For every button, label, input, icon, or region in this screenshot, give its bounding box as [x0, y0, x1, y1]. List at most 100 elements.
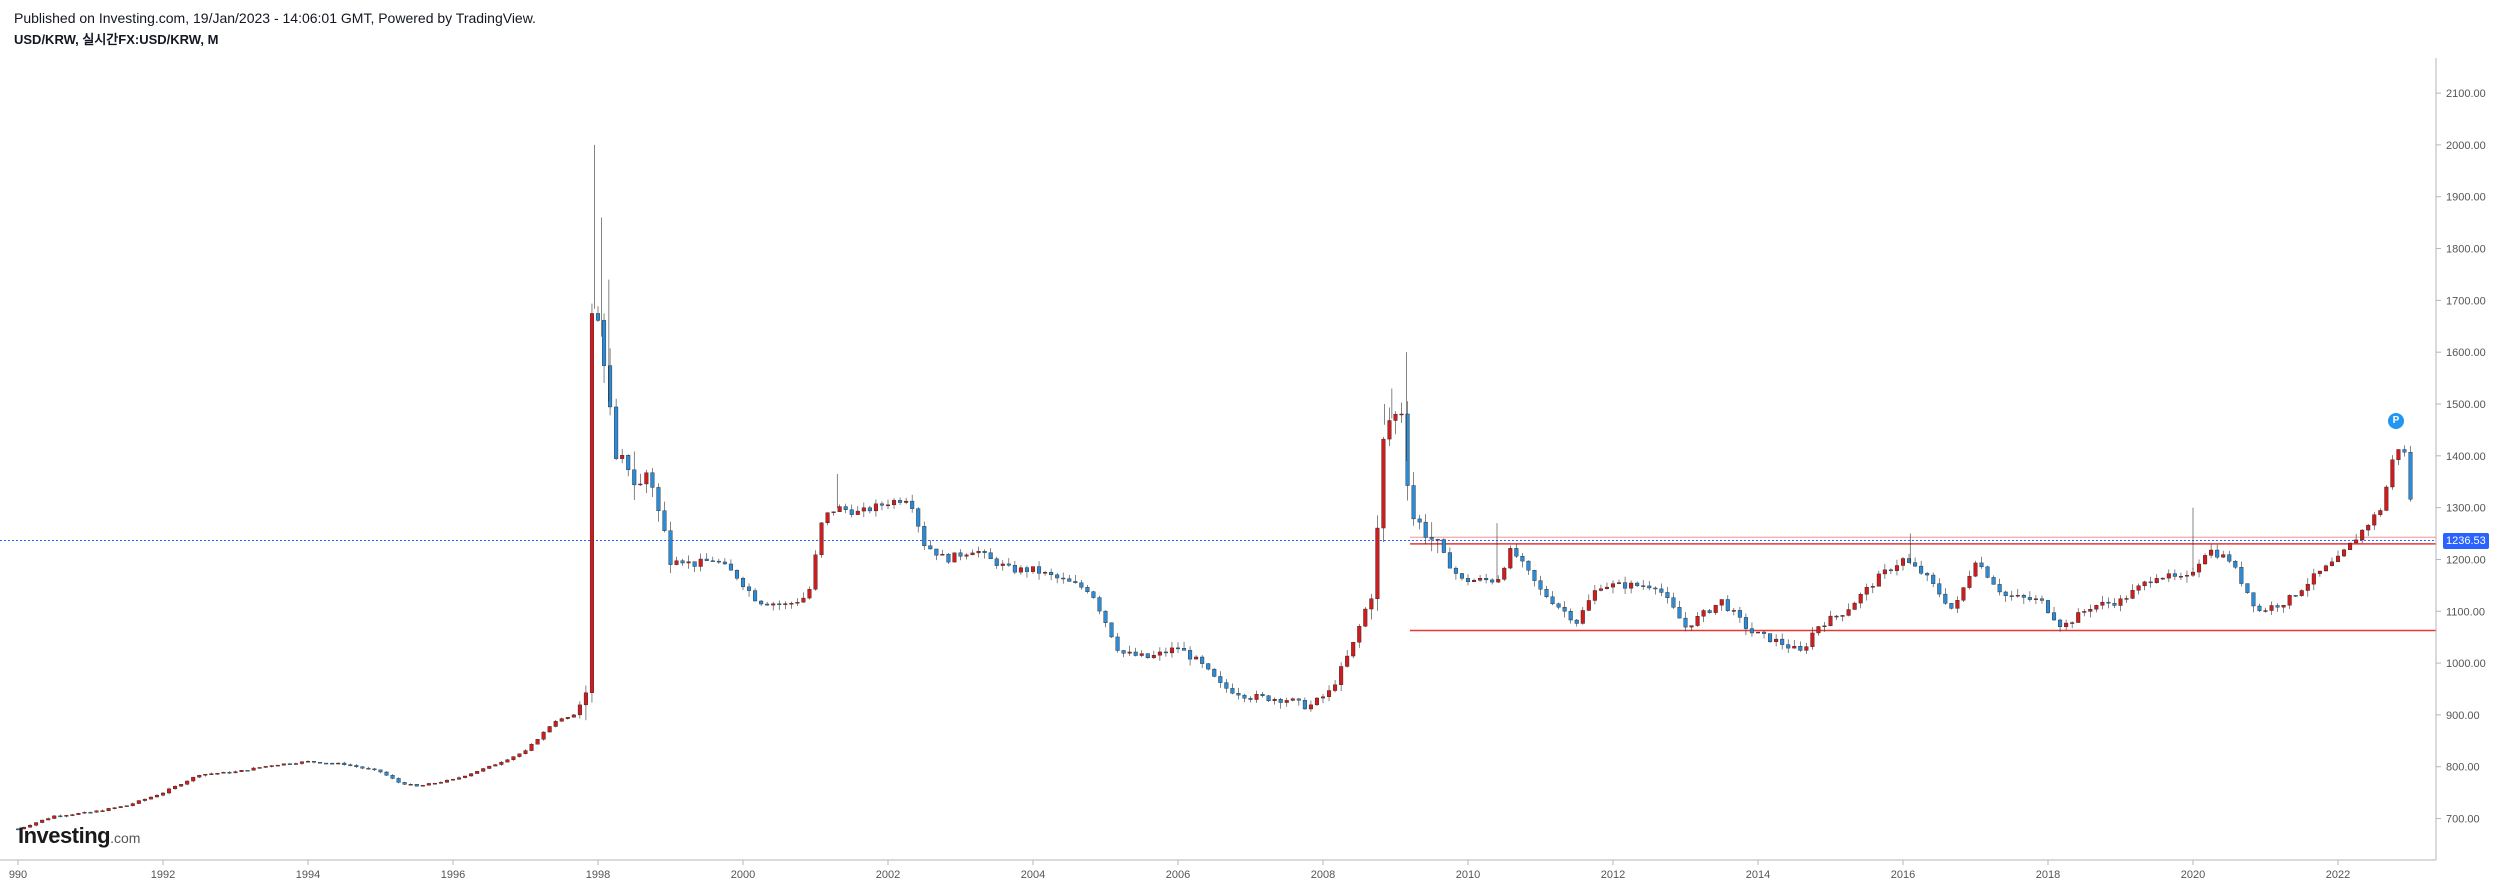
candle: [1538, 575, 1543, 596]
candle-body-up: [2372, 514, 2377, 526]
candle: [1405, 401, 1410, 501]
candle-body-down: [1212, 668, 1217, 677]
candle-body-down: [2039, 598, 2044, 601]
candle-body-up: [209, 773, 214, 775]
candle-body-up: [2015, 595, 2020, 597]
candle: [1780, 633, 1785, 650]
candle: [1544, 585, 1549, 599]
candle-body-down: [1762, 631, 1767, 634]
x-tick-label: 2012: [1601, 869, 1625, 881]
candle: [287, 763, 292, 765]
y-tick-label: 2000.00: [2446, 140, 2486, 152]
time-axis[interactable]: 990 1992 1994 1996 1998 2000 2002 2004 2006 2008 2…: [0, 859, 2436, 881]
candle-body-down: [1236, 693, 1241, 696]
candle-body-down: [1677, 607, 1682, 619]
candle-body-up: [185, 780, 190, 785]
candle: [1882, 563, 1887, 579]
candle-body-up: [1290, 698, 1295, 701]
candle: [2299, 589, 2304, 597]
x-tick-label: 1998: [586, 869, 610, 881]
candle-body-down: [994, 558, 999, 566]
candle-body-up: [1194, 656, 1199, 660]
candle-body-up: [2100, 601, 2105, 606]
candle-body-up: [547, 726, 552, 733]
candle: [2329, 557, 2334, 567]
candle: [952, 552, 957, 563]
candle-body-down: [879, 503, 884, 506]
candle: [1568, 608, 1573, 624]
y-tick-label: 2100.00: [2446, 88, 2486, 100]
candle-body-down: [928, 545, 933, 550]
candle-body-up: [251, 767, 256, 771]
price-axis[interactable]: 700.00 800.00 900.00 1000.00 1100.00 1200.00 1…: [2435, 58, 2486, 860]
candle: [1737, 606, 1742, 623]
candle: [1907, 553, 1912, 564]
candle-body-up: [2184, 575, 2189, 577]
candle: [1417, 514, 1422, 530]
candle-body-down: [1937, 583, 1942, 595]
candle-body-down: [1997, 584, 2002, 593]
candle: [1846, 603, 1851, 617]
candle: [650, 468, 655, 498]
candle: [710, 556, 715, 562]
candle: [1212, 668, 1217, 678]
candle-body-up: [1284, 700, 1289, 703]
candle-body-down: [330, 762, 335, 765]
candle-body-up: [269, 765, 274, 767]
investing-logo: Investing.com: [18, 823, 140, 849]
candle-body-down: [614, 406, 619, 459]
candle-body-up: [1333, 684, 1338, 691]
candle-body-up: [583, 692, 588, 706]
candle-body-down: [15, 828, 21, 831]
candle: [904, 497, 909, 505]
candle-body-down: [88, 811, 93, 814]
candle: [312, 761, 317, 764]
candle: [2372, 511, 2377, 530]
candle-body-up: [2360, 529, 2365, 541]
candle: [493, 764, 498, 767]
candle: [614, 398, 619, 461]
candle-body-down: [1302, 700, 1307, 710]
candle: [825, 512, 830, 526]
candle: [148, 796, 153, 800]
candle-body-down: [1943, 593, 1948, 604]
candle: [1580, 607, 1585, 625]
candle: [481, 767, 486, 773]
candle: [1665, 586, 1670, 604]
candle-body-up: [1610, 583, 1616, 588]
marker-icon[interactable]: P: [2388, 412, 2404, 429]
candle-body-up: [239, 770, 244, 772]
y-tick-label: 1400.00: [2446, 451, 2486, 463]
candle: [1018, 565, 1023, 575]
candle-body-down: [1931, 574, 1936, 584]
logo-suffix: .com: [110, 830, 141, 846]
candle: [82, 811, 87, 814]
candle: [2100, 595, 2105, 610]
last-price-label: 1236.53: [2443, 532, 2489, 549]
candle: [1387, 407, 1392, 446]
candle: [1169, 641, 1174, 658]
candle-body-up: [487, 765, 492, 769]
candle-body-up: [511, 756, 516, 760]
candle-body-up: [825, 512, 830, 524]
candle: [324, 762, 329, 765]
candle: [1526, 560, 1531, 575]
candle-body-up: [2033, 598, 2038, 600]
candle-body-up: [1375, 527, 1380, 599]
candle-body-up: [1598, 588, 1603, 591]
candle: [1532, 569, 1537, 587]
candle: [795, 598, 800, 607]
candle-body-up: [559, 718, 564, 722]
candle-body-down: [650, 472, 655, 488]
candle-body-down: [1296, 698, 1301, 701]
x-tick-label: 2016: [1891, 869, 1915, 881]
candle-body-up: [1314, 697, 1319, 706]
candle-body-up: [885, 504, 891, 507]
candle: [1043, 570, 1048, 576]
candle: [1423, 514, 1428, 545]
candle-body-up: [1580, 610, 1585, 624]
candle: [1725, 595, 1730, 613]
candle-body-down: [402, 782, 407, 785]
candle-body-up: [2323, 565, 2328, 572]
